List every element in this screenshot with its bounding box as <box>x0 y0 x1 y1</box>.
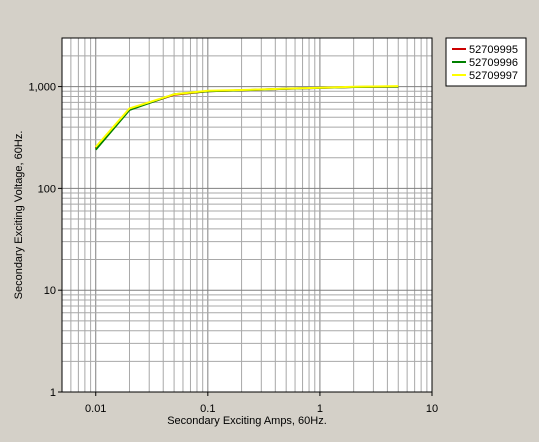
x-axis-title: Secondary Exciting Amps, 60Hz. <box>167 415 327 427</box>
x-axis-ticks: 0.01 0.1 1 10 <box>85 392 438 415</box>
y-tick-label: 100 <box>38 183 56 195</box>
legend-label-52709997: 52709997 <box>469 70 518 82</box>
x-tick-label: 0.1 <box>200 403 215 415</box>
legend-label-52709996: 52709996 <box>469 57 518 69</box>
y-tick-label: 10 <box>44 285 56 297</box>
plot-area <box>62 38 432 392</box>
plot-frame <box>61 37 433 393</box>
y-axis-title: Secondary Exciting Voltage, 60Hz. <box>13 131 25 300</box>
x-tick-label: 0.01 <box>85 403 106 415</box>
series-layer <box>94 85 399 151</box>
x-tick-label: 1 <box>317 403 323 415</box>
y-tick-label: 1 <box>50 387 56 399</box>
y-tick-label: 1,000 <box>28 82 56 94</box>
legend-label-52709995: 52709995 <box>469 44 518 56</box>
series-line-52709997 <box>94 85 399 148</box>
y-axis-ticks: 1 10 100 1,000 <box>28 82 62 399</box>
x-tick-label: 10 <box>426 403 438 415</box>
